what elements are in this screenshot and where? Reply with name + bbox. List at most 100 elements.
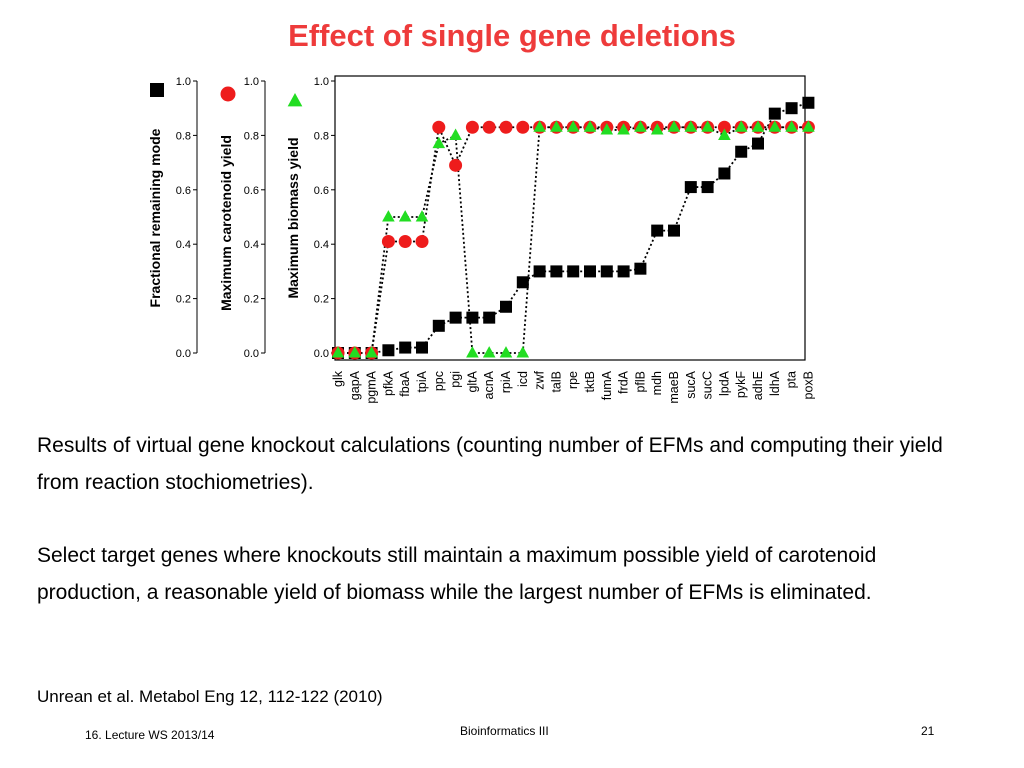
x-tick-label: zwf: [533, 370, 547, 389]
data-point-square: [684, 181, 697, 194]
y-axis-title: Maximum carotenoid yield: [218, 135, 234, 311]
y-tick-label: 1.0: [176, 76, 191, 88]
legend-marker-square: [150, 83, 164, 97]
data-point-triangle: [482, 346, 496, 358]
data-point-square: [701, 181, 714, 194]
data-point-circle: [415, 234, 429, 248]
slide-title: Effect of single gene deletions: [288, 18, 736, 53]
y-tick-label: 0.2: [244, 294, 259, 306]
x-tick-label: pflB: [633, 371, 647, 393]
y-tick-label: 0.4: [314, 239, 329, 251]
y-tick-label: 1.0: [244, 76, 259, 88]
data-point-square: [785, 102, 798, 115]
data-point-triangle: [802, 120, 815, 132]
y-tick-label: 0.0: [314, 348, 329, 360]
y-tick-label: 0.6: [314, 185, 329, 197]
legend-marker-triangle: [287, 93, 303, 107]
data-point-triangle: [331, 346, 345, 358]
data-point-triangle: [768, 120, 782, 132]
gene-deletion-chart: 0.0 0.2 0.4 0.6 0.8 1.0 0.0 0.2 0.4 0.6 0.8 1.0 0.0 0…: [147, 75, 815, 404]
y-tick-label: 1.0: [314, 76, 329, 88]
x-tick-label: sucA: [684, 370, 698, 398]
data-point-triangle: [617, 123, 630, 135]
data-point-square: [432, 319, 445, 332]
x-tick-label: glk: [331, 370, 345, 387]
data-point-circle: [449, 158, 463, 172]
data-point-square: [483, 311, 496, 324]
page-number: 21: [921, 724, 935, 738]
x-tick-label: fbaA: [398, 370, 412, 396]
footer-lecture: 16. Lecture WS 2013/14: [85, 728, 215, 742]
x-tick-label: pgi: [449, 371, 463, 388]
data-point-triangle: [365, 346, 378, 358]
x-tick-label: sucC: [701, 371, 715, 399]
x-tick-label: lpdA: [717, 370, 731, 396]
data-point-square: [399, 341, 412, 354]
data-point-circle: [717, 120, 731, 134]
series-line-square: [338, 101, 809, 354]
data-point-triangle: [348, 346, 362, 358]
data-point-square: [735, 145, 748, 158]
data-point-triangle: [415, 210, 429, 222]
results-paragraph: Results of virtual gene knockout calcula…: [37, 434, 943, 494]
data-point-triangle: [516, 346, 530, 358]
data-point-circle: [516, 120, 530, 134]
data-point-triangle: [566, 120, 580, 132]
data-point-triangle: [398, 210, 412, 222]
data-point-triangle: [751, 120, 765, 132]
y-tick-label: 0.6: [176, 185, 191, 197]
data-point-circle: [482, 120, 496, 134]
y-tick-label: 0.8: [244, 130, 259, 142]
x-tick-label: adhE: [751, 371, 765, 400]
data-point-square: [500, 300, 512, 313]
data-point-triangle: [650, 123, 664, 135]
x-tick-label: maeB: [667, 371, 681, 404]
data-point-triangle: [634, 120, 647, 132]
y-axis-title: Fractional remaining mode: [147, 128, 163, 307]
data-point-circle: [381, 234, 395, 248]
y-tick-label: 0.4: [244, 239, 259, 251]
x-tick-label: pgmA: [365, 370, 379, 403]
x-tick-label: frdA: [617, 370, 631, 394]
data-point-triangle: [449, 128, 462, 140]
data-point-square: [550, 265, 563, 278]
data-point-circle: [432, 120, 446, 134]
data-point-circle: [398, 234, 412, 248]
x-tick-label: ppc: [432, 371, 446, 391]
x-tick-label: rpiA: [499, 370, 513, 393]
data-point-triangle: [734, 120, 748, 132]
chart-axes: 0.0 0.2 0.4 0.6 0.8 1.0 0.0 0.2 0.4 0.6 0.8 1.0 0.0 0…: [147, 75, 815, 404]
data-point-square: [533, 265, 546, 278]
selection-paragraph: Select target genes where knockouts stil…: [37, 544, 877, 604]
y-tick-label: 0.4: [176, 239, 191, 251]
x-tick-label: pfkA: [381, 370, 395, 396]
data-point-triangle: [718, 128, 731, 140]
data-point-circle: [465, 120, 479, 134]
data-point-square: [449, 311, 462, 324]
y-tick-label: 0.8: [176, 130, 191, 142]
data-point-triangle: [466, 346, 479, 358]
x-tick-label: pta: [785, 371, 799, 388]
x-tick-label: rpe: [566, 371, 580, 389]
data-point-triangle: [600, 123, 614, 135]
x-tick-label: acnA: [482, 370, 496, 399]
y-tick-label: 0.2: [314, 294, 329, 306]
data-point-square: [651, 224, 664, 237]
data-point-square: [752, 137, 764, 150]
data-point-triangle: [533, 120, 546, 132]
data-point-square: [416, 341, 428, 354]
data-point-square: [382, 344, 395, 357]
data-point-square: [617, 265, 630, 278]
data-point-triangle: [667, 120, 681, 132]
data-point-square: [718, 167, 731, 180]
citation: Unrean et al. Metabol Eng 12, 112-122 (2…: [37, 687, 383, 706]
data-point-square: [668, 224, 680, 237]
data-point-triangle: [701, 120, 714, 132]
data-point-square: [516, 276, 529, 289]
x-tick-label: icd: [516, 371, 530, 387]
y-tick-label: 0.0: [244, 348, 259, 360]
x-tick-label: gapA: [348, 370, 362, 400]
data-point-triangle: [382, 210, 395, 222]
y-axis-title: Maximum biomass yield: [285, 137, 301, 298]
x-tick-label: talB: [549, 371, 563, 393]
